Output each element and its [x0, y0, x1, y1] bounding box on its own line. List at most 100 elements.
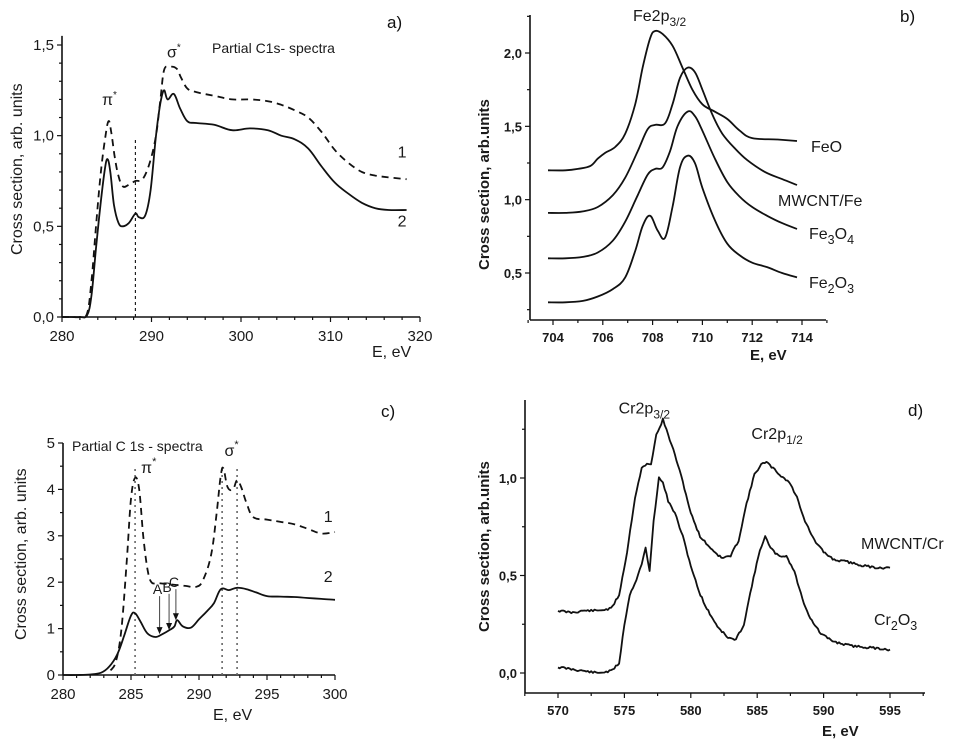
series-label-mwcnt-cr: MWCNT/Cr — [861, 536, 944, 553]
series-mwcnt-fe-line — [547, 66, 798, 214]
series-2-line — [62, 586, 336, 676]
panel-d-xlabel: E, eV — [822, 723, 859, 740]
x-tick-label: 320 — [407, 328, 432, 345]
x-tick-label: 712 — [741, 330, 763, 345]
panel-a-ylabel: Cross section, arb. units — [9, 83, 26, 255]
arrow-a-head — [156, 627, 163, 635]
series-fe3o4-line — [547, 110, 798, 260]
panel-b-title-main: Fe2p — [633, 8, 670, 25]
y-tick-label: 0,5 — [499, 569, 517, 584]
panel-c-ylabel: Cross section, arb. units — [13, 468, 30, 640]
panel-a-annotation: σ* — [167, 43, 181, 62]
x-tick-label: 704 — [542, 330, 564, 345]
y-tick-label: 3 — [47, 528, 55, 545]
panel-label-c: c) — [381, 402, 395, 421]
panel-a-plot-area: π* σ* 1 2 — [62, 43, 407, 319]
arrow-b-head — [166, 622, 173, 630]
y-tick-label: 1 — [47, 621, 55, 638]
y-tick-label: 1,0 — [504, 193, 522, 208]
panel-c-annotation: π* — [141, 456, 157, 477]
panel-b-title-sub: 3/2 — [669, 15, 686, 29]
x-tick-label: 290 — [139, 328, 164, 345]
x-tick-label: 590 — [813, 703, 835, 718]
panel-c-annotation: 1 — [324, 509, 333, 526]
y-tick-label: 2 — [47, 574, 55, 591]
panel-label-b: b) — [900, 7, 915, 26]
x-tick-label: 300 — [228, 328, 253, 345]
y-tick-label: 0,5 — [504, 266, 522, 281]
panel-c-title: Partial C 1s - spectra — [72, 438, 203, 454]
y-tick-label: 5 — [47, 435, 55, 452]
peak-label-1-2: Cr2p1/2 — [751, 426, 803, 447]
x-tick-label: 285 — [118, 686, 143, 703]
panel-label-a: a) — [387, 13, 402, 32]
y-tick-label: 0 — [47, 667, 55, 684]
x-tick-label: 706 — [592, 330, 614, 345]
arrow-label-a: A — [153, 581, 163, 597]
arrow-c-head — [172, 613, 179, 621]
panel-b-plot-area: FeO MWCNT/Fe Fe3O4 Fe2O3 — [547, 29, 863, 304]
series-label-cr2o3: Cr2O3 — [874, 612, 917, 633]
series-1-line — [109, 466, 336, 671]
x-tick-label: 595 — [879, 703, 901, 718]
panel-d: d) 570 575 580 585 590 595 0,0 0,5 1,0 MWCNT/Cr C… — [476, 400, 944, 740]
panel-c: c) Partial C 1s - spectra 280 285 290 295 30… — [13, 402, 395, 724]
arrow-label-b: B — [162, 579, 171, 595]
y-tick-label: 4 — [47, 481, 55, 498]
panel-d-plot-area: MWCNT/Cr Cr2O3 Cr2p3/2 Cr2p1/2 — [557, 401, 944, 674]
x-tick-label: 300 — [322, 686, 347, 703]
y-tick-label: 1,0 — [33, 128, 54, 145]
x-tick-label: 280 — [50, 686, 75, 703]
x-tick-label: 570 — [547, 703, 569, 718]
panel-a-annotation: π* — [102, 90, 117, 109]
series-1-line — [62, 65, 407, 319]
panel-d-ylabel: Cross section, arb.units — [476, 461, 493, 632]
x-tick-label: 708 — [642, 330, 664, 345]
panel-c-plot-area: A BCπ* σ* 1 2 — [62, 439, 336, 676]
x-tick-label: 710 — [692, 330, 714, 345]
panel-b-xlabel: E, eV — [750, 347, 787, 364]
panel-a-annotation: 2 — [398, 213, 407, 230]
panel-c-xlabel: E, eV — [213, 707, 252, 724]
y-tick-label: 0,0 — [499, 666, 517, 681]
x-tick-label: 580 — [680, 703, 702, 718]
series-2-line — [62, 89, 407, 319]
panel-a-axes: 280 290 300 310 320 0,0 0,5 1,0 1,5 — [33, 35, 433, 345]
series-label-mwcnt-fe: MWCNT/Fe — [778, 193, 863, 210]
panel-c-annotation: σ* — [225, 439, 240, 460]
y-tick-label: 2,0 — [504, 46, 522, 61]
x-tick-label: 280 — [49, 328, 74, 345]
panel-label-d: d) — [908, 401, 923, 420]
series-feo-line — [547, 29, 798, 172]
y-tick-label: 1,5 — [33, 37, 54, 54]
panel-b-axes: 704 706 708 710 712 714 0,5 1,0 1,5 2,0 — [504, 15, 828, 345]
x-tick-label: 295 — [254, 686, 279, 703]
x-tick-label: 714 — [791, 330, 813, 345]
panel-a-title: Partial C1s- spectra — [212, 40, 335, 56]
series-cr2o3-line — [557, 476, 891, 674]
arrow-label-c: C — [169, 574, 179, 590]
panel-d-axes: 570 575 580 585 590 595 0,0 0,5 1,0 — [499, 400, 925, 718]
series-mwcnt-cr-line — [557, 417, 891, 615]
x-tick-label: 575 — [614, 703, 636, 718]
panel-c-axes: 280 285 290 295 300 0 1 2 3 4 5 — [47, 435, 348, 703]
series-label-feo: FeO — [811, 139, 842, 156]
panel-b-ylabel: Cross section, arb.units — [476, 99, 493, 270]
x-tick-label: 585 — [746, 703, 768, 718]
panel-a-xlabel: E, eV — [372, 344, 411, 361]
panel-c-annotation: 2 — [324, 569, 333, 586]
series-label-fe2o3: Fe2O3 — [809, 275, 854, 296]
panel-b: b) Fe2p3/2 704 706 708 710 712 714 0,5 1,0 1,5 2,… — [476, 7, 915, 364]
peak-label-3-2: Cr2p3/2 — [619, 401, 671, 422]
series-fe2o3-line — [547, 154, 798, 304]
y-tick-label: 1,5 — [504, 119, 522, 134]
panel-b-title: Fe2p3/2 — [633, 8, 686, 29]
series-label-fe3o4: Fe3O4 — [809, 226, 854, 247]
y-tick-label: 0,0 — [33, 309, 54, 326]
panel-a: a) Partial C1s- spectra 280 290 300 310 320 0… — [9, 13, 433, 361]
y-tick-label: 1,0 — [499, 471, 517, 486]
y-tick-label: 0,5 — [33, 218, 54, 235]
x-tick-label: 290 — [186, 686, 211, 703]
panel-a-annotation: 1 — [398, 144, 407, 161]
